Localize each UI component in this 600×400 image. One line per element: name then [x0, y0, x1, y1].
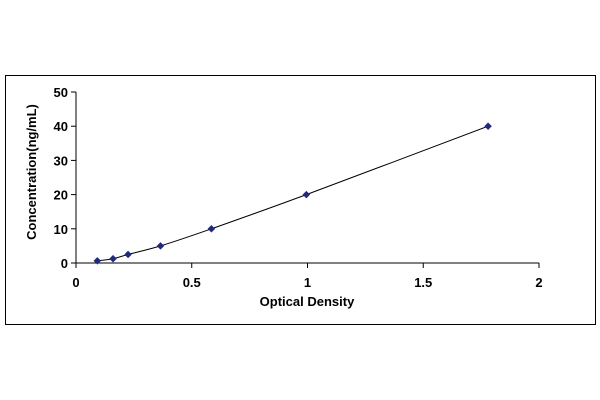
axes: 0 10 20 30 40 50 0 0.5 1 1.5 2	[54, 85, 543, 290]
y-tick-label: 40	[54, 119, 68, 134]
chart-frame	[5, 75, 596, 325]
fit-curve	[97, 125, 489, 262]
y-tick-label: 10	[54, 222, 68, 237]
x-axis-label: Optical Density	[260, 294, 355, 309]
data-point	[484, 122, 492, 131]
data-point	[207, 224, 216, 233]
fit-curve-layer	[97, 125, 489, 262]
y-tick-label: 50	[54, 85, 68, 100]
data-point	[109, 254, 117, 263]
data-points-layer	[93, 122, 492, 265]
y-tick-label: 20	[54, 188, 68, 203]
y-tick-label: 0	[61, 256, 68, 271]
x-tick-label: 1.5	[414, 275, 432, 290]
x-tick-label: 0.5	[183, 275, 201, 290]
x-tick-label: 1	[304, 275, 311, 290]
data-point	[124, 250, 132, 259]
data-point	[156, 242, 165, 250]
data-point	[302, 190, 311, 199]
x-tick-label: 0	[72, 275, 79, 290]
data-point	[93, 257, 102, 265]
x-tick-label: 2	[535, 275, 542, 290]
y-axis-label: Concentration(ng/mL)	[24, 104, 39, 240]
y-tick-label: 30	[54, 153, 68, 168]
